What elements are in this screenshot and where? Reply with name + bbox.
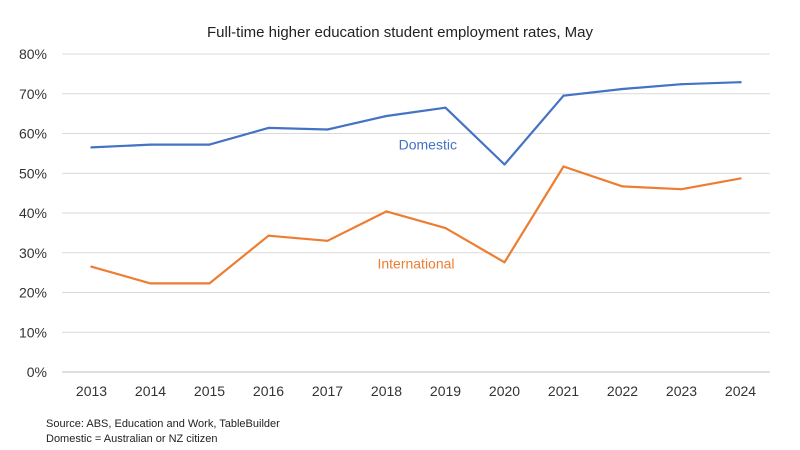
data-point-domestic: [739, 81, 742, 84]
y-tick-label: 10%: [19, 324, 47, 340]
data-point-international: [326, 239, 329, 242]
y-tick-label: 50%: [19, 165, 47, 181]
x-tick-label: 2014: [135, 383, 166, 399]
x-axis: 2013 2014 2015 2016 2017 2018 2019 2020 2021 2022…: [62, 371, 770, 399]
y-tick-label: 70%: [19, 86, 47, 102]
data-point-international: [503, 261, 506, 264]
x-tick-label: 2023: [666, 383, 697, 399]
series-lines: [90, 81, 742, 285]
x-tick-label: 2022: [607, 383, 638, 399]
y-tick-label: 40%: [19, 205, 47, 221]
data-point-international: [444, 227, 447, 230]
data-point-domestic: [503, 163, 506, 166]
y-tick-label: 30%: [19, 245, 47, 261]
data-point-international: [739, 177, 742, 180]
data-point-international: [208, 282, 211, 285]
x-tick-label: 2020: [489, 383, 520, 399]
x-tick-label: 2019: [430, 383, 461, 399]
y-tick-label: 0%: [27, 364, 47, 380]
series-line-domestic: [90, 81, 742, 166]
series-label-international: International: [377, 256, 454, 272]
series-label-domestic: Domestic: [399, 136, 457, 152]
x-tick-label: 2018: [371, 383, 402, 399]
data-point-domestic: [562, 94, 565, 97]
data-point-domestic: [385, 114, 388, 118]
x-tick-label: 2024: [725, 383, 756, 399]
data-point-international: [267, 234, 270, 237]
x-tick-label: 2017: [312, 383, 343, 399]
source-note: Source: ABS, Education and Work, TableBu…: [46, 418, 280, 430]
y-tick-label: 20%: [19, 285, 47, 301]
data-point-domestic: [267, 126, 270, 130]
data-point-domestic: [680, 83, 683, 86]
x-tick-label: 2021: [548, 383, 579, 399]
x-tick-label: 2015: [194, 383, 225, 399]
data-point-international: [385, 210, 388, 213]
y-axis: 0% 10% 20% 30% 40% 50% 60% 70% 80%: [19, 46, 47, 380]
data-point-international: [562, 165, 565, 168]
x-tick-label: 2013: [76, 383, 107, 399]
series-labels: Domestic International: [377, 136, 457, 271]
data-point-domestic: [621, 87, 624, 91]
data-point-international: [90, 265, 93, 268]
definition-note: Domestic = Australian or NZ citizen: [46, 433, 218, 445]
chart-title: Full-time higher education student emplo…: [207, 24, 594, 41]
x-tick-label: 2016: [253, 383, 284, 399]
data-point-domestic: [326, 128, 329, 131]
y-tick-label: 80%: [19, 46, 47, 62]
data-point-international: [149, 282, 152, 285]
data-point-domestic: [90, 146, 93, 149]
y-tick-label: 60%: [19, 126, 47, 142]
data-point-domestic: [444, 106, 447, 109]
data-point-international: [680, 188, 683, 191]
data-point-domestic: [149, 143, 152, 146]
data-point-domestic: [208, 143, 211, 146]
data-point-international: [621, 185, 624, 188]
series-line-international: [90, 165, 742, 285]
gridlines: [62, 53, 770, 333]
